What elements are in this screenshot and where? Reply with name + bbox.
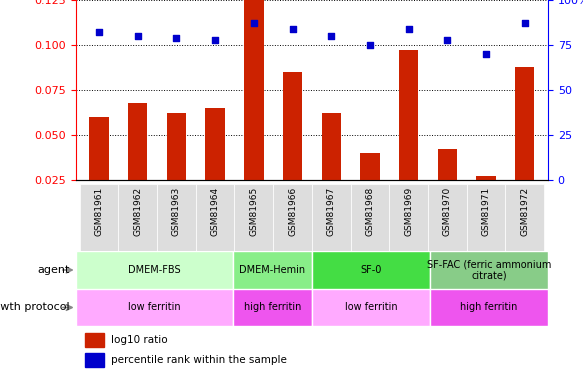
- Bar: [244, 0, 264, 180]
- Text: log10 ratio: log10 ratio: [111, 335, 168, 345]
- Bar: [80, 184, 118, 251]
- Bar: [312, 184, 350, 251]
- Bar: [157, 184, 196, 251]
- Text: GSM81966: GSM81966: [288, 187, 297, 236]
- Text: GSM81970: GSM81970: [443, 187, 452, 236]
- Bar: [128, 103, 147, 180]
- Bar: [430, 251, 548, 289]
- Point: [404, 26, 413, 32]
- Bar: [467, 184, 505, 251]
- Bar: [283, 72, 302, 180]
- Bar: [476, 176, 496, 180]
- Text: SF-FAC (ferric ammonium
citrate): SF-FAC (ferric ammonium citrate): [427, 259, 551, 281]
- Text: GSM81971: GSM81971: [482, 187, 490, 236]
- Bar: [76, 251, 233, 289]
- Point: [133, 33, 142, 39]
- Point: [210, 37, 220, 43]
- Point: [326, 33, 336, 39]
- Bar: [350, 184, 389, 251]
- Bar: [438, 149, 457, 180]
- Bar: [233, 251, 312, 289]
- Bar: [430, 289, 548, 326]
- Point: [288, 26, 297, 32]
- Text: growth protocol: growth protocol: [0, 303, 70, 312]
- Bar: [233, 289, 312, 326]
- Bar: [89, 117, 108, 180]
- Bar: [515, 67, 535, 180]
- Bar: [322, 113, 341, 180]
- Bar: [167, 113, 186, 180]
- Bar: [273, 184, 312, 251]
- Bar: [85, 353, 104, 367]
- Text: high ferritin: high ferritin: [461, 303, 518, 312]
- Bar: [118, 184, 157, 251]
- Bar: [234, 184, 273, 251]
- Point: [520, 20, 529, 26]
- Bar: [312, 251, 430, 289]
- Text: agent: agent: [37, 265, 70, 275]
- Point: [94, 29, 104, 35]
- Text: SF-0: SF-0: [360, 265, 382, 275]
- Bar: [196, 184, 234, 251]
- Bar: [428, 184, 467, 251]
- Point: [172, 35, 181, 41]
- Text: GSM81963: GSM81963: [172, 187, 181, 236]
- Text: GSM81962: GSM81962: [134, 187, 142, 236]
- Bar: [76, 289, 233, 326]
- Bar: [312, 289, 430, 326]
- Text: low ferritin: low ferritin: [345, 303, 397, 312]
- Point: [249, 20, 258, 26]
- Text: GSM81972: GSM81972: [520, 187, 529, 236]
- Text: DMEM-FBS: DMEM-FBS: [128, 265, 181, 275]
- Text: GSM81965: GSM81965: [250, 187, 258, 236]
- Point: [442, 37, 452, 43]
- Point: [366, 42, 375, 48]
- Bar: [389, 184, 428, 251]
- Text: GSM81964: GSM81964: [210, 187, 220, 236]
- Text: GSM81961: GSM81961: [94, 187, 104, 236]
- Text: GSM81967: GSM81967: [326, 187, 336, 236]
- Bar: [205, 108, 225, 180]
- Text: GSM81969: GSM81969: [404, 187, 413, 236]
- Bar: [360, 153, 380, 180]
- Bar: [399, 50, 419, 180]
- Text: high ferritin: high ferritin: [244, 303, 301, 312]
- Text: percentile rank within the sample: percentile rank within the sample: [111, 355, 287, 365]
- Text: DMEM-Hemin: DMEM-Hemin: [240, 265, 305, 275]
- Bar: [85, 333, 104, 346]
- Point: [482, 51, 491, 57]
- Text: GSM81968: GSM81968: [366, 187, 374, 236]
- Text: low ferritin: low ferritin: [128, 303, 181, 312]
- Bar: [505, 184, 544, 251]
